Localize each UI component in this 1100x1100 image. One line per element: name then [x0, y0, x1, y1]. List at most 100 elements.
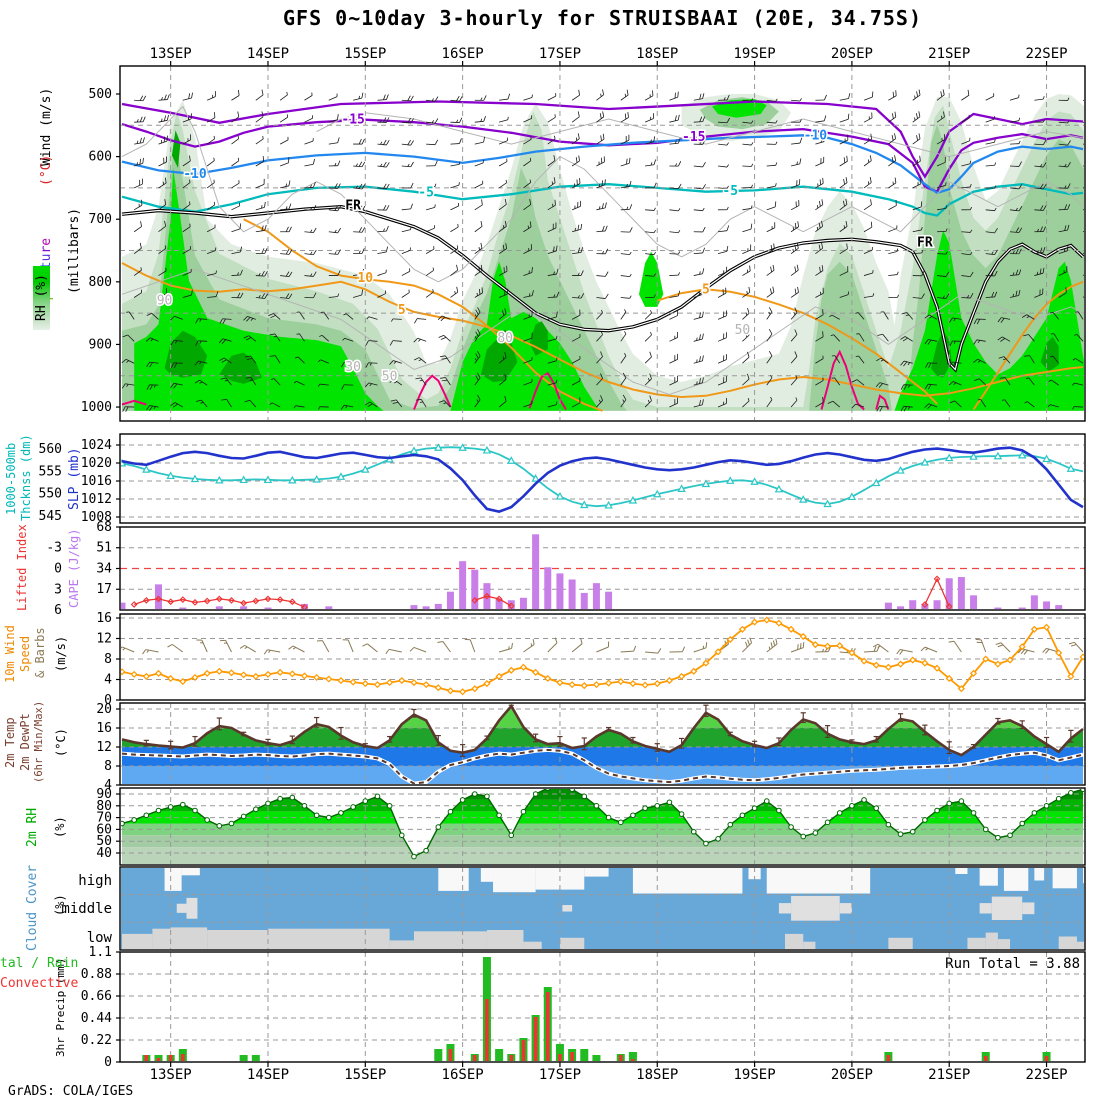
wind10-1-label: 10m Wind [3, 625, 17, 683]
svg-text:20SEP: 20SEP [831, 46, 873, 62]
cloud-middle-block [791, 895, 840, 921]
svg-text:5: 5 [702, 282, 710, 297]
cloud-middle-block [176, 903, 187, 913]
cape-bar [580, 592, 588, 609]
svg-text:0: 0 [104, 1055, 112, 1070]
svg-text:8: 8 [104, 652, 112, 667]
svg-text:13SEP: 13SEP [150, 1067, 192, 1083]
precip-total-bar [580, 1049, 589, 1061]
cape-bar [970, 595, 978, 609]
cape-bar [154, 584, 162, 609]
svg-text:10: 10 [357, 271, 373, 286]
svg-text:20: 20 [96, 702, 112, 717]
svg-text:16: 16 [96, 721, 112, 736]
svg-text:0.88: 0.88 [81, 967, 112, 982]
svg-text:21SEP: 21SEP [928, 46, 970, 62]
svg-text:-15: -15 [341, 113, 364, 128]
svg-text:16SEP: 16SEP [442, 1067, 484, 1083]
cloud-middle-block [991, 896, 1023, 920]
precip-convective-bar [886, 1055, 891, 1061]
svg-text:6: 6 [54, 603, 62, 618]
svg-text:900: 900 [89, 337, 112, 352]
temp-units-label: (°C) [39, 154, 54, 186]
millibars-label: (millibars) [67, 207, 82, 295]
wind-speed-line [121, 619, 1084, 693]
svg-text:5: 5 [398, 303, 406, 318]
cape-bar [544, 567, 552, 609]
run-total: Run Total = 3.88 [945, 956, 1080, 972]
svg-text:700: 700 [89, 212, 112, 227]
temp2m-2-label: 2m DewPt [18, 713, 32, 771]
cloud-low-block [985, 932, 998, 949]
rh2m-1-label: 2m RH [25, 807, 40, 847]
svg-text:-3: -3 [46, 541, 62, 556]
precip-total-bar [628, 1052, 637, 1061]
svg-text:1.1: 1.1 [89, 945, 112, 960]
cloud-high-block [181, 868, 200, 876]
cape-bar [434, 603, 442, 609]
wind10-4-label: (m/s) [54, 635, 68, 673]
svg-text:13SEP: 13SEP [150, 46, 192, 62]
thickness-line [121, 446, 1084, 508]
li-line [130, 575, 953, 609]
thickness-1-label: 1000-500mb [4, 442, 18, 516]
cloud-high-block [1003, 868, 1029, 891]
cloud-cover-panel [121, 868, 1084, 949]
svg-text:1012: 1012 [81, 492, 112, 507]
cape-li-panel [120, 547, 1085, 590]
cloud-low-block [389, 940, 414, 949]
cape-bar [1030, 595, 1038, 609]
cloud-low-block [267, 928, 390, 949]
panel-frames [119, 65, 1086, 1063]
precip-convective-bar [181, 1054, 185, 1061]
svg-text:17SEP: 17SEP [539, 1067, 581, 1083]
precip-convective-bar [485, 999, 489, 1061]
cloud-high-block [438, 868, 469, 891]
cape-bar [1043, 601, 1051, 609]
svg-text:600: 600 [89, 150, 112, 165]
cloud-middle-block [778, 903, 792, 914]
cape-bar [422, 606, 430, 609]
svg-text:15SEP: 15SEP [344, 46, 386, 62]
cloud-low-block [559, 937, 585, 949]
svg-text:50: 50 [735, 323, 751, 338]
rh2m-panel [121, 789, 1084, 864]
wind10-3-label: & Barbs [33, 627, 47, 679]
wind10m-series [121, 616, 1084, 696]
slp-label: SLP (mb) [67, 447, 82, 511]
svg-text:70: 70 [96, 811, 112, 826]
svg-text:12: 12 [96, 740, 112, 755]
svg-text:8: 8 [104, 759, 112, 774]
svg-text:545: 545 [39, 509, 62, 524]
svg-text:17: 17 [96, 582, 112, 597]
convective-label: Convective [0, 976, 79, 991]
cape-bar [519, 597, 527, 609]
svg-text:4: 4 [104, 673, 112, 688]
cloud-low-block [152, 928, 171, 949]
cloud-low-block [967, 937, 986, 949]
precip-convective-bar [448, 1049, 453, 1061]
precip-convective-bar [156, 1058, 161, 1061]
wind10-2-label: Speed [18, 635, 32, 673]
cape-bar [897, 606, 905, 609]
precip-convective-bar [521, 1040, 526, 1061]
rain-label: tal / Rain [0, 956, 79, 971]
svg-text:51: 51 [96, 541, 112, 556]
cloud-low-block [413, 931, 487, 949]
lifted-index-label: Lifted Index [15, 524, 29, 612]
precip-convective-bar [509, 1055, 514, 1061]
cloud-low-block [888, 937, 913, 949]
cloud-middle-block [186, 897, 198, 919]
svg-text:550: 550 [39, 487, 62, 502]
svg-text:1024: 1024 [81, 438, 112, 453]
cloud-low-block [997, 939, 1011, 949]
svg-text:50: 50 [382, 369, 398, 384]
cloud-high-block [480, 868, 494, 882]
precip-convective-bar [618, 1055, 623, 1061]
precip-total-bar [434, 1049, 443, 1061]
cape-bar [909, 600, 917, 609]
svg-text:30: 30 [345, 360, 361, 375]
svg-text:-10: -10 [183, 167, 207, 182]
run-total-text: Run Total = 3.88 [945, 956, 1080, 972]
svg-text:16SEP: 16SEP [442, 46, 484, 62]
